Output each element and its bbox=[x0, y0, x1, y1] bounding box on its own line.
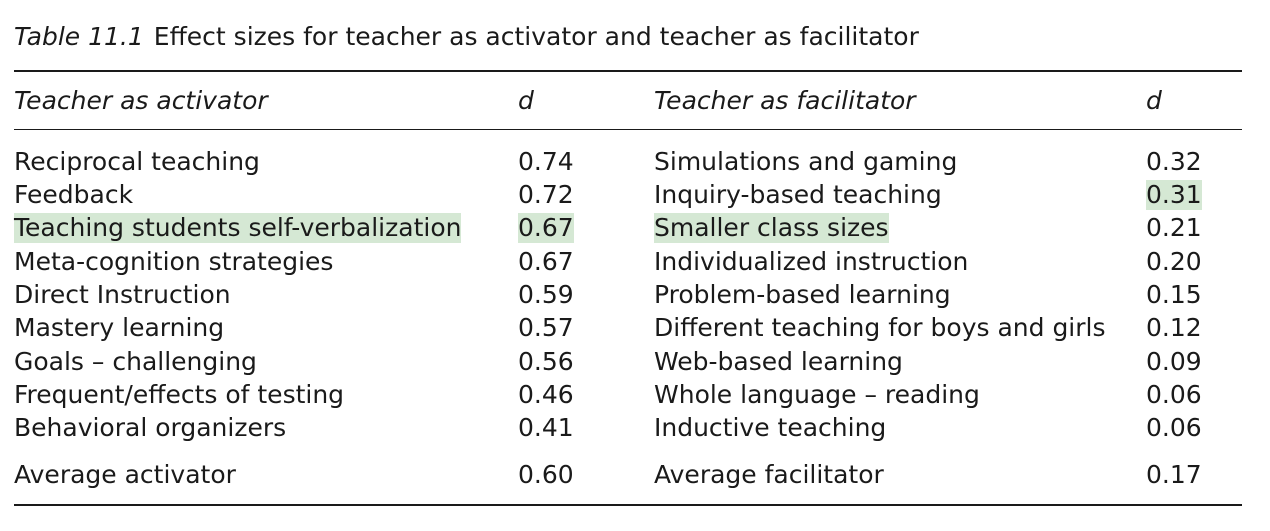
activator-name: Direct Instruction bbox=[14, 280, 231, 309]
header-rule bbox=[14, 129, 1242, 130]
activator-d-value: 0.67 bbox=[518, 247, 574, 276]
activator-name: Mastery learning bbox=[14, 313, 225, 342]
average-facilitator-label: Average facilitator bbox=[654, 460, 884, 489]
facilitator-d-value: 0.15 bbox=[1146, 280, 1202, 309]
facilitator-name: Problem-based learning bbox=[654, 280, 951, 309]
header-activator: Teacher as activator bbox=[14, 86, 268, 115]
facilitator-name: Inductive teaching bbox=[654, 413, 887, 442]
activator-name: Frequent/effects of testing bbox=[14, 380, 345, 409]
average-facilitator-value: 0.17 bbox=[1146, 460, 1202, 489]
facilitator-d-value: 0.32 bbox=[1146, 147, 1202, 176]
activator-d-value: 0.72 bbox=[518, 180, 574, 209]
activator-name-highlighted: Teaching students self-verbalization bbox=[14, 213, 462, 243]
header-activator-d: d bbox=[518, 86, 534, 115]
caption-label: Table 11.1 bbox=[14, 22, 144, 51]
activator-d-value: 0.56 bbox=[518, 347, 574, 376]
header-facilitator-d: d bbox=[1146, 86, 1162, 115]
activator-name: Goals – challenging bbox=[14, 347, 257, 376]
average-activator-value: 0.60 bbox=[518, 460, 574, 489]
activator-name: Behavioral organizers bbox=[14, 413, 287, 442]
activator-name: Meta-cognition strategies bbox=[14, 247, 334, 276]
activator-d-value: 0.46 bbox=[518, 380, 574, 409]
facilitator-name: Simulations and gaming bbox=[654, 147, 958, 176]
header-facilitator: Teacher as facilitator bbox=[654, 86, 916, 115]
activator-d-value-highlighted: 0.67 bbox=[518, 213, 574, 243]
facilitator-d-value: 0.20 bbox=[1146, 247, 1202, 276]
caption-title: Effect sizes for teacher as activator an… bbox=[153, 22, 919, 51]
facilitator-name: Whole language – reading bbox=[654, 380, 980, 409]
facilitator-d-value-highlighted: 0.31 bbox=[1146, 180, 1202, 210]
facilitator-name: Different teaching for boys and girls bbox=[654, 313, 1106, 342]
table-caption: Table 11.1 Effect sizes for teacher as ac… bbox=[14, 22, 919, 51]
facilitator-d-value: 0.06 bbox=[1146, 413, 1202, 442]
average-activator-label: Average activator bbox=[14, 460, 236, 489]
activator-name: Feedback bbox=[14, 180, 134, 209]
activator-name: Reciprocal teaching bbox=[14, 147, 260, 176]
top-rule bbox=[14, 70, 1242, 72]
facilitator-d-value: 0.06 bbox=[1146, 380, 1202, 409]
activator-d-value: 0.41 bbox=[518, 413, 574, 442]
facilitator-d-value: 0.12 bbox=[1146, 313, 1202, 342]
facilitator-d-value: 0.21 bbox=[1146, 213, 1202, 242]
activator-d-value: 0.74 bbox=[518, 147, 574, 176]
facilitator-name-highlighted: Smaller class sizes bbox=[654, 213, 889, 243]
bottom-rule bbox=[14, 504, 1242, 506]
facilitator-name: Inquiry-based teaching bbox=[654, 180, 942, 209]
facilitator-name: Web-based learning bbox=[654, 347, 903, 376]
facilitator-name: Individualized instruction bbox=[654, 247, 969, 276]
activator-d-value: 0.59 bbox=[518, 280, 574, 309]
activator-d-value: 0.57 bbox=[518, 313, 574, 342]
facilitator-d-value: 0.09 bbox=[1146, 347, 1202, 376]
